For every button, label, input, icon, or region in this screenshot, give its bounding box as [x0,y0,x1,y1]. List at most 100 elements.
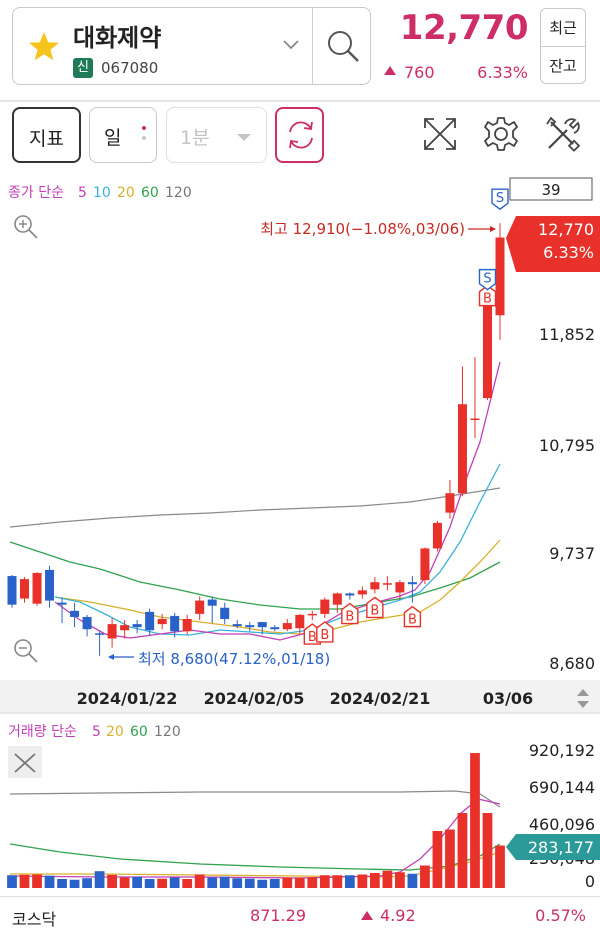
current-price-badge-pct: 6.33% [543,243,594,262]
volume-bar [344,875,355,888]
refresh-button[interactable] [275,107,324,163]
candle-body [70,610,80,617]
volume-bar [420,865,430,888]
stock-selector[interactable]: 대화제약 신 067080 [12,7,371,85]
visible-count-box[interactable] [509,177,593,201]
high-pointer-arrow [490,226,496,232]
x-tick-label: 2024/02/05 [204,689,305,708]
buy-signal-label: B [320,628,329,643]
indicator-label: 지표 [29,128,64,150]
candle-body [332,593,342,605]
caret-down-icon [237,134,251,141]
candle-body [395,582,405,593]
candle-body [7,576,17,605]
candle-body [32,572,42,604]
stock-name: 대화제약 [73,24,162,52]
vertical-resize-icon[interactable] [577,689,589,708]
favorite-star-icon[interactable] [27,30,61,64]
index-ticker[interactable]: 코스닥 871.29 4.92 0.57% [0,897,600,937]
candle-body [470,418,480,421]
legend-ma5: 5 [78,185,87,201]
candle-body [282,623,292,630]
index-value: 871.29 [250,906,306,925]
candle-body [20,579,30,599]
volume-y-tick: 690,144 [529,778,595,797]
candle-body [170,615,180,632]
search-button[interactable] [313,8,371,84]
recent-balance-button[interactable]: 최근 잔고 [540,8,586,84]
fullscreen-icon[interactable] [420,114,460,154]
volume-bar [307,877,318,888]
index-change: 4.92 [380,906,416,925]
volume-bar [357,874,368,888]
volume-bar [407,873,418,888]
volume-bar [69,879,80,888]
sell-signal-label: S [483,272,491,287]
gear-icon[interactable] [481,114,521,154]
price-chart[interactable]: 종가 단순 5 10 20 60 120 39 11,852 10,795 9,… [0,172,600,712]
candle-body [82,616,92,630]
buy-signal-label: B [370,603,379,618]
refresh-icon [289,121,313,149]
volume-bar [369,873,380,888]
buy-signal-label: B [408,613,417,628]
buy-signal-marker: B [478,284,497,307]
price-legend-title: 종가 단순 [8,185,64,201]
minute-label: 1분 [180,127,210,149]
vol-ma120-line [9,790,501,808]
up-arrow-icon [361,911,373,920]
balance-label[interactable]: 잔고 [549,57,577,75]
low-price-label: 최저 8,680(47.12%,01/18) [138,650,330,668]
candle-body [382,583,392,585]
up-arrow-icon [384,66,396,75]
volume-bar [332,875,343,888]
divider [312,8,313,84]
y-tick-label: 8,680 [549,654,595,673]
chart-toolbar: 지표 일 1분 [0,104,600,172]
vol-ma5-line [9,798,501,879]
low-pointer-arrow [108,654,114,660]
current-volume-value: 283,177 [528,838,594,857]
y-tick-label: 10,795 [539,436,595,455]
candle-body [320,599,330,614]
index-name: 코스닥 [12,910,57,929]
search-icon [328,31,359,62]
candle-body [120,625,130,631]
volume-bar [144,879,155,888]
recent-label[interactable]: 최근 [549,19,577,37]
volume-bar [19,874,30,888]
buy-signal-label: B [483,292,492,307]
x-tick-label: 2024/01/22 [77,689,178,708]
stock-code: 067080 [101,59,159,77]
volume-chart[interactable]: 거래량 단순 5 20 60 120 920,192 690,144 460,0… [0,714,600,896]
volume-bars-group [7,753,505,888]
volume-bar [182,879,193,888]
legend-vol60: 60 [130,724,148,740]
minute-select[interactable]: 1분 [166,107,267,163]
buy-signal-marker: B [316,621,334,643]
sell-signal-label: S [496,191,504,206]
volume-bar [457,813,468,888]
volume-bar [445,829,455,888]
tools-icon[interactable] [543,114,583,154]
x-axis-band [0,680,600,712]
volume-bar [294,877,305,888]
candle-body [257,622,267,628]
legend-ma10: 10 [93,185,111,201]
volume-bar [32,874,42,888]
candle-body [307,613,317,616]
index-change-pct: 0.57% [535,906,586,925]
divider [0,100,600,102]
legend-ma120: 120 [165,185,192,201]
zoom-out-icon[interactable] [14,639,38,663]
period-button[interactable]: 일 [89,107,157,163]
zoom-in-icon[interactable] [14,215,38,239]
price-chart-svg: 종가 단순 5 10 20 60 120 39 11,852 10,795 9,… [0,177,600,712]
indicator-button[interactable]: 지표 [12,107,81,163]
volume-bar [282,877,293,888]
volume-bar [495,845,505,888]
chevron-down-icon[interactable] [281,38,301,52]
candle-body [145,611,155,631]
volume-bar [207,877,218,888]
